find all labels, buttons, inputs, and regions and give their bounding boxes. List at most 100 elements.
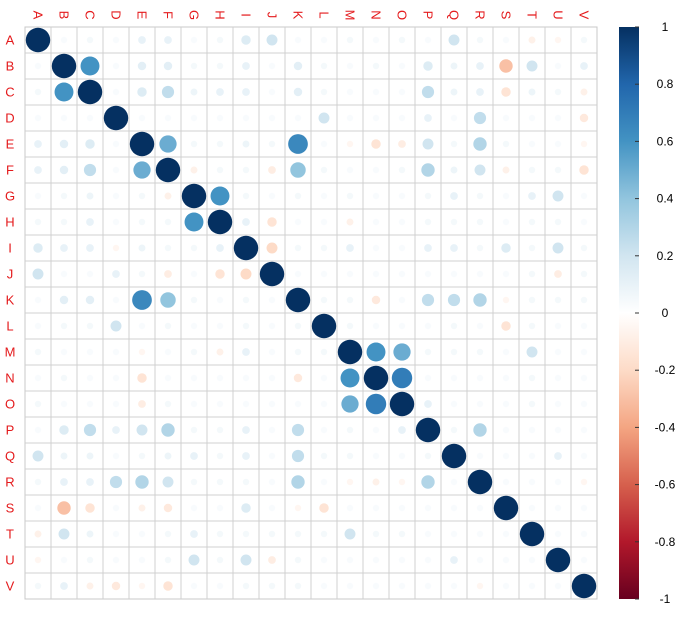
column-label-I: I bbox=[239, 13, 254, 17]
cell-I-F bbox=[164, 244, 172, 252]
cell-G-Q bbox=[450, 192, 458, 200]
cell-E-U bbox=[554, 140, 562, 148]
cell-S-R bbox=[476, 504, 484, 512]
cell-V-D bbox=[111, 581, 121, 591]
cell-B-G bbox=[190, 62, 198, 70]
cell-R-U bbox=[554, 478, 562, 486]
column-label-S: S bbox=[499, 11, 514, 20]
cell-V-A bbox=[34, 582, 42, 590]
cell-D-H bbox=[216, 114, 224, 122]
cell-Q-E bbox=[138, 452, 146, 460]
cell-M-K bbox=[294, 348, 302, 356]
cell-K-P bbox=[421, 293, 435, 307]
cell-Q-A bbox=[32, 450, 44, 462]
cell-M-P bbox=[424, 348, 432, 356]
cell-M-Q bbox=[450, 348, 458, 356]
row-label-J: J bbox=[7, 267, 14, 282]
row-label-U: U bbox=[5, 553, 14, 568]
cell-R-O bbox=[398, 478, 406, 486]
cell-R-M bbox=[346, 478, 354, 486]
cell-B-H bbox=[216, 62, 224, 70]
cell-O-M bbox=[341, 395, 359, 413]
cell-O-B bbox=[60, 400, 68, 408]
cell-T-L bbox=[320, 530, 328, 538]
cell-D-A bbox=[34, 114, 42, 122]
colorbar-tick-label-2: 0.6 bbox=[657, 134, 674, 148]
cell-P-O bbox=[398, 426, 406, 434]
cell-I-Q bbox=[450, 244, 458, 252]
cell-H-A bbox=[34, 218, 42, 226]
cell-N-V bbox=[580, 374, 588, 382]
cell-E-E bbox=[129, 131, 155, 157]
cell-P-P bbox=[415, 417, 441, 443]
cell-I-S bbox=[501, 243, 511, 253]
cell-F-D bbox=[112, 166, 120, 174]
cell-L-U bbox=[554, 322, 562, 330]
cell-J-S bbox=[502, 270, 510, 278]
cell-F-L bbox=[320, 166, 328, 174]
cell-D-L bbox=[318, 112, 330, 124]
cell-N-K bbox=[293, 373, 303, 383]
cell-J-N bbox=[372, 270, 380, 278]
cell-U-K bbox=[294, 556, 302, 564]
cell-B-L bbox=[320, 62, 328, 70]
cell-G-V bbox=[580, 192, 588, 200]
cell-G-U bbox=[552, 190, 564, 202]
cell-K-K bbox=[285, 287, 311, 313]
cell-Q-D bbox=[112, 452, 120, 460]
cell-G-N bbox=[372, 192, 380, 200]
cell-L-I bbox=[242, 322, 250, 330]
cell-P-I bbox=[242, 426, 250, 434]
cell-E-M bbox=[346, 140, 354, 148]
cell-Q-P bbox=[424, 452, 432, 460]
cell-J-P bbox=[424, 270, 432, 278]
cell-V-R bbox=[476, 582, 484, 590]
cell-S-O bbox=[398, 504, 406, 512]
cell-F-O bbox=[398, 166, 406, 174]
cell-F-P bbox=[421, 163, 435, 177]
cell-O-J bbox=[268, 400, 276, 408]
cell-A-V bbox=[580, 36, 588, 44]
cell-O-U bbox=[554, 400, 562, 408]
cell-G-L bbox=[320, 192, 328, 200]
cell-K-H bbox=[216, 296, 224, 304]
row-label-O: O bbox=[5, 397, 15, 412]
cell-P-M bbox=[346, 426, 354, 434]
cell-K-S bbox=[502, 296, 510, 304]
cell-N-S bbox=[502, 374, 510, 382]
cell-P-L bbox=[320, 426, 328, 434]
cell-J-J bbox=[259, 261, 285, 287]
cell-B-C bbox=[80, 56, 100, 76]
cell-G-S bbox=[502, 192, 510, 200]
cell-I-J bbox=[266, 242, 278, 254]
cell-H-O bbox=[398, 218, 406, 226]
cell-C-E bbox=[137, 87, 147, 97]
cell-K-C bbox=[85, 295, 95, 305]
column-label-J: J bbox=[265, 12, 280, 19]
cell-N-F bbox=[164, 374, 172, 382]
cell-R-T bbox=[528, 478, 536, 486]
cell-O-C bbox=[86, 400, 94, 408]
column-label-B: B bbox=[57, 11, 72, 20]
cell-B-P bbox=[423, 61, 433, 71]
cell-C-G bbox=[190, 88, 198, 96]
cell-G-O bbox=[398, 192, 406, 200]
cell-S-I bbox=[241, 503, 251, 513]
cell-C-V bbox=[580, 88, 588, 96]
cell-T-P bbox=[424, 530, 432, 538]
cell-J-G bbox=[190, 270, 198, 278]
cell-O-K bbox=[294, 400, 302, 408]
cell-A-H bbox=[216, 36, 224, 44]
cell-I-N bbox=[372, 244, 380, 252]
cell-Q-G bbox=[190, 452, 198, 460]
cell-Q-I bbox=[242, 452, 250, 460]
cell-J-H bbox=[215, 269, 225, 279]
cell-S-L bbox=[319, 503, 329, 513]
cell-R-B bbox=[60, 478, 68, 486]
cell-D-K bbox=[294, 114, 302, 122]
row-label-P: P bbox=[6, 423, 15, 438]
row-label-C: C bbox=[5, 85, 14, 100]
cell-T-C bbox=[86, 530, 94, 538]
